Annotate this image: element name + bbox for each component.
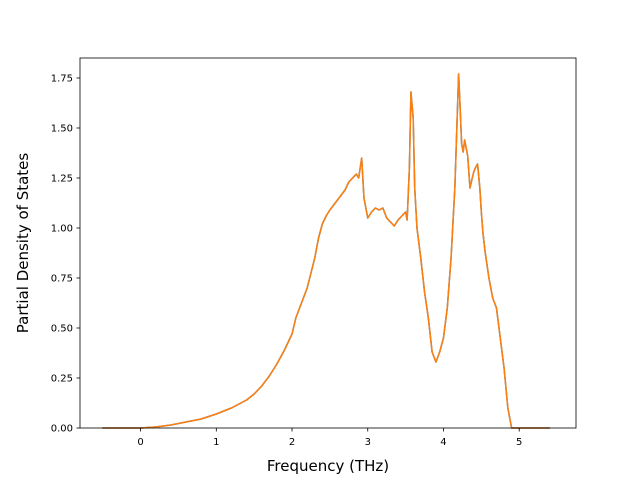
x-tick-label: 1 (213, 437, 219, 448)
x-tick-label: 0 (137, 437, 143, 448)
x-tick-label: 2 (289, 437, 295, 448)
y-tick-label: 1.50 (51, 124, 73, 135)
x-axis-label: Frequency (THz) (267, 457, 389, 475)
y-tick-label: 0.75 (51, 274, 73, 285)
x-tick-label: 4 (440, 437, 446, 448)
x-tick-label: 5 (516, 437, 522, 448)
y-tick-label: 1.00 (51, 224, 73, 235)
y-axis-label: Partial Density of States (14, 153, 32, 334)
y-tick-label: 0.25 (51, 374, 73, 385)
series-line-2 (101, 73, 551, 429)
x-axis-ticks: 0 1 2 3 4 5 (137, 428, 522, 448)
y-tick-label: 1.75 (51, 74, 73, 85)
y-axis-ticks: 0.00 0.25 0.50 0.75 1.00 1.25 1.50 1.75 (51, 74, 80, 435)
y-tick-label: 1.25 (51, 174, 73, 185)
y-tick-label: 0.50 (51, 324, 73, 335)
plot-frame (79, 57, 577, 429)
series-layer (101, 73, 551, 429)
x-tick-label: 3 (365, 437, 371, 448)
y-tick-label: 0.00 (51, 424, 73, 435)
